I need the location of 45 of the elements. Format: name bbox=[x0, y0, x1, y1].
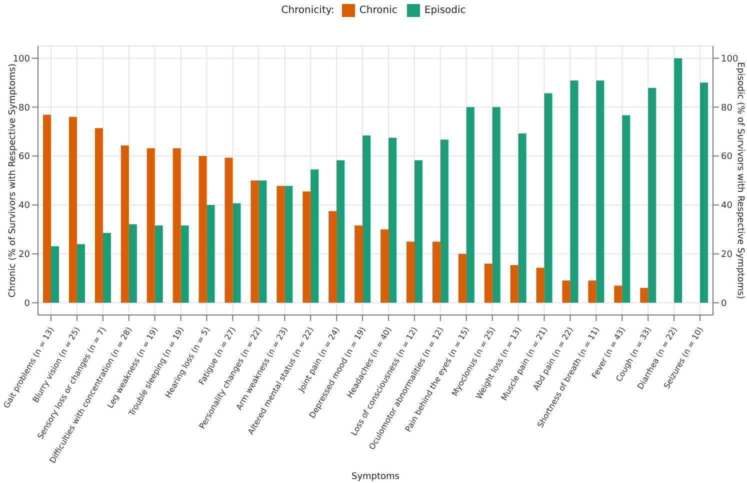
legend-label: Episodic bbox=[423, 4, 466, 17]
y2-tick-label: 0 bbox=[721, 298, 727, 309]
y-tick-label: 0 bbox=[24, 298, 30, 309]
bar bbox=[94, 128, 103, 303]
bar bbox=[570, 80, 578, 303]
y-tick-label: 100 bbox=[12, 54, 30, 64]
bar bbox=[622, 115, 630, 303]
bar bbox=[414, 160, 422, 303]
y2-tick-label: 80 bbox=[721, 103, 733, 114]
bar bbox=[614, 286, 622, 303]
bar bbox=[388, 138, 396, 303]
y2-tick-label: 40 bbox=[721, 201, 733, 212]
bar bbox=[700, 82, 708, 303]
y2-tick-label: 20 bbox=[721, 250, 733, 260]
y2-tick-label: 60 bbox=[721, 152, 733, 162]
x-axis-title: Symptoms bbox=[351, 472, 400, 482]
legend-title: Chronicity: bbox=[281, 5, 334, 16]
bar bbox=[466, 107, 474, 303]
bar bbox=[43, 114, 51, 303]
y-axis-title: Chronic (% of Survivors with Respective Symptoms) bbox=[8, 64, 18, 298]
bar bbox=[674, 58, 682, 303]
legend-label: Chronic bbox=[358, 4, 398, 17]
bar bbox=[640, 288, 648, 303]
bar bbox=[440, 140, 448, 303]
bar bbox=[76, 244, 85, 303]
bar bbox=[510, 265, 518, 303]
bar bbox=[51, 246, 59, 303]
bar bbox=[596, 80, 604, 303]
y-tick-label: 20 bbox=[18, 250, 30, 260]
bar bbox=[492, 107, 500, 303]
bar bbox=[518, 134, 526, 303]
bar bbox=[544, 93, 552, 303]
y2-axis-title: Episodic (% of Survivors with Respective Symptoms) bbox=[734, 62, 745, 300]
y2-tick-label: 100 bbox=[721, 54, 738, 64]
bar bbox=[588, 280, 596, 303]
y-tick-label: 40 bbox=[18, 201, 30, 212]
bar bbox=[536, 268, 544, 303]
bar bbox=[484, 264, 492, 303]
bar bbox=[68, 116, 77, 303]
bar bbox=[648, 88, 656, 303]
y-tick-label: 60 bbox=[18, 152, 30, 162]
bar bbox=[362, 136, 371, 303]
bar bbox=[458, 254, 466, 303]
bar bbox=[562, 280, 570, 303]
y-tick-label: 80 bbox=[18, 103, 30, 114]
